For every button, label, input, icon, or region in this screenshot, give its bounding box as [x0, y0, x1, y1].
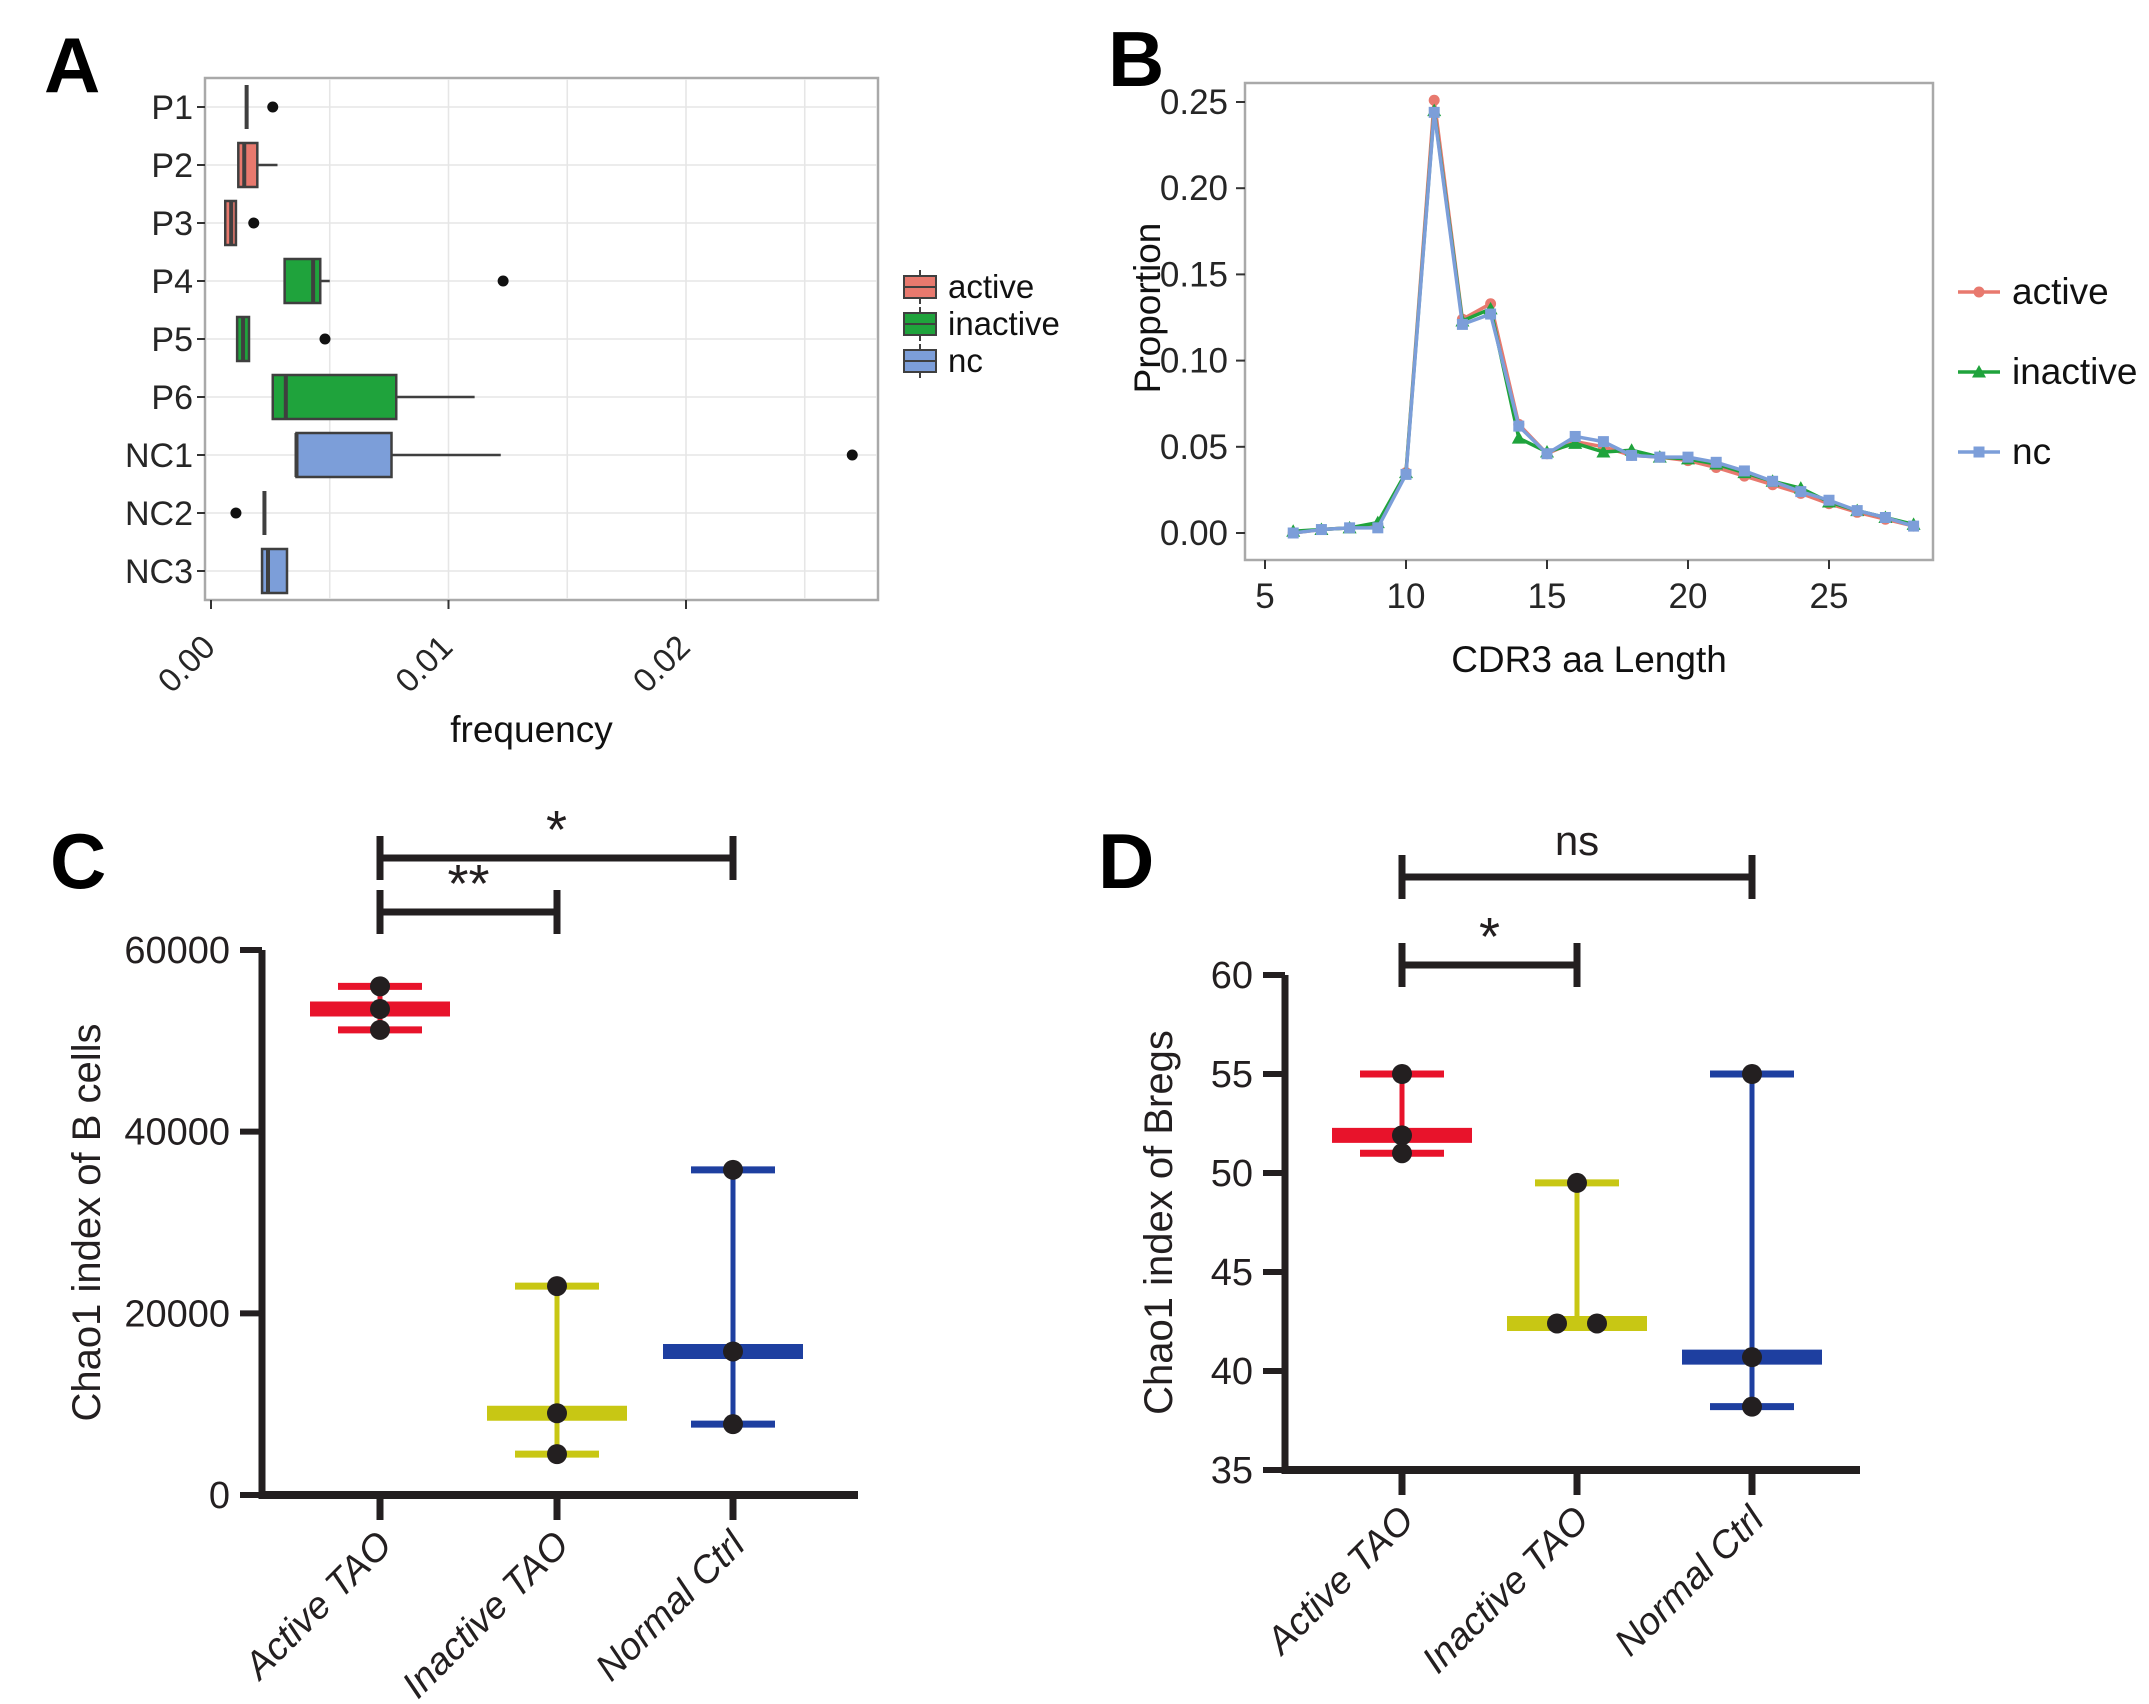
svg-text:frequency: frequency: [450, 709, 613, 750]
panel-c-scatter-chart: 0 20000 40000 60000 Chao1 index of B cells Ac…: [65, 800, 858, 1704]
svg-text:10: 10: [1387, 577, 1426, 616]
svg-text:Chao1 index of B cells: Chao1 index of B cells: [65, 1023, 109, 1421]
svg-text:Inactive TAO: Inactive TAO: [1414, 1499, 1597, 1682]
group-normal-ctrl: [663, 1159, 803, 1435]
svg-text:60000: 60000: [124, 930, 230, 972]
svg-text:55: 55: [1211, 1054, 1253, 1096]
svg-text:60: 60: [1211, 955, 1253, 997]
svg-text:0.20: 0.20: [1160, 169, 1228, 208]
panel-label-b: B: [1108, 15, 1165, 103]
svg-text:Active TAO: Active TAO: [1257, 1499, 1422, 1664]
panel-a-boxplot-chart: P1 P2 P3 P4 P5 P6 NC1 NC2 NC3 0.00 0.01 0.02 frequen…: [125, 76, 1060, 750]
svg-text:Normal Ctrl: Normal Ctrl: [1607, 1498, 1774, 1665]
svg-text:0.25: 0.25: [1160, 83, 1228, 122]
box-row-P5: [235, 315, 331, 363]
svg-text:Inactive TAO: Inactive TAO: [394, 1524, 577, 1704]
svg-text:NC2: NC2: [125, 495, 193, 533]
svg-text:Normal Ctrl: Normal Ctrl: [588, 1523, 755, 1690]
svg-text:25: 25: [1810, 577, 1849, 616]
svg-text:50: 50: [1211, 1153, 1253, 1195]
svg-text:P4: P4: [151, 263, 193, 301]
box-row-P4: [283, 257, 509, 305]
svg-text:Proportion: Proportion: [1127, 223, 1168, 394]
svg-text:15: 15: [1528, 577, 1567, 616]
legend: active inactive nc: [1958, 271, 2137, 472]
svg-text:inactive: inactive: [2012, 351, 2137, 392]
group-active-tao: [310, 976, 450, 1040]
svg-text:Active TAO: Active TAO: [235, 1524, 400, 1689]
group-inactive-tao: [487, 1276, 627, 1465]
significance-bracket-**: **: [376, 854, 561, 934]
svg-text:0.00: 0.00: [150, 628, 222, 700]
svg-text:P2: P2: [151, 147, 193, 185]
svg-text:NC1: NC1: [125, 437, 193, 475]
panel-c-plot: 0 20000 40000 60000 Chao1 index of B cells Ac…: [65, 800, 858, 1704]
box-row-NC1: [294, 431, 858, 479]
svg-text:0.15: 0.15: [1160, 255, 1228, 294]
panel-a-plot: P1 P2 P3 P4 P5 P6 NC1 NC2 NC3 0.00 0.01 0.02 frequen…: [125, 76, 1060, 750]
svg-text:20000: 20000: [124, 1293, 230, 1335]
gridlines: [206, 79, 877, 599]
svg-text:nc: nc: [948, 342, 983, 379]
box-row-NC2: [230, 491, 267, 535]
x-axis: 0.00 0.01 0.02 frequency: [150, 600, 697, 750]
series-nc: [1287, 106, 1920, 539]
svg-text:0.05: 0.05: [1160, 428, 1228, 467]
svg-text:0.02: 0.02: [625, 628, 697, 700]
svg-text:40: 40: [1211, 1351, 1253, 1393]
significance-bracket-*: *: [1398, 907, 1581, 987]
svg-text:0.00: 0.00: [1160, 514, 1228, 553]
box-row-P1: [244, 85, 279, 129]
panel-label-c: C: [50, 817, 107, 905]
svg-text:0: 0: [209, 1475, 230, 1517]
svg-text:nc: nc: [2012, 431, 2051, 472]
svg-text:*: *: [1479, 907, 1500, 967]
svg-text:ns: ns: [1555, 817, 1599, 864]
svg-text:0.10: 0.10: [1160, 342, 1228, 381]
svg-text:P6: P6: [151, 379, 193, 417]
box-row-P2: [237, 141, 278, 189]
svg-text:40000: 40000: [124, 1112, 230, 1154]
svg-text:P1: P1: [151, 89, 193, 127]
svg-text:5: 5: [1255, 577, 1274, 616]
svg-text:NC3: NC3: [125, 553, 193, 591]
panel-d-scatter-chart: 35 40 45 50 55 60 Chao1 index of Bregs Active T…: [1137, 817, 1860, 1682]
significance-bracket-*: *: [376, 800, 737, 880]
svg-text:45: 45: [1211, 1252, 1253, 1294]
group-normal-ctrl: [1682, 1064, 1822, 1417]
axes: 0.00 0.05 0.10 0.15 0.20 0.25 5 10 15 20 25 CDR3 aa…: [1127, 83, 1848, 680]
panel-label-d: D: [1098, 817, 1155, 905]
svg-text:**: **: [447, 854, 489, 914]
group-inactive-tao: [1507, 1172, 1647, 1334]
svg-text:0.01: 0.01: [388, 628, 460, 700]
svg-text:*: *: [546, 800, 567, 860]
box-row-P3: [224, 199, 260, 247]
svg-text:Chao1 index of Bregs: Chao1 index of Bregs: [1137, 1030, 1181, 1415]
svg-text:P5: P5: [151, 321, 193, 359]
significance-bracket-ns: ns: [1398, 817, 1756, 899]
svg-text:P3: P3: [151, 205, 193, 243]
panel-label-a: A: [44, 21, 101, 109]
svg-text:inactive: inactive: [948, 305, 1060, 342]
svg-text:active: active: [2012, 271, 2109, 312]
box-row-P6: [271, 373, 475, 421]
box-row-NC3: [260, 547, 289, 595]
panel-b-line-chart: 0.00 0.05 0.10 0.15 0.20 0.25 5 10 15 20 25 CDR3 aa…: [1127, 81, 2137, 680]
svg-text:35: 35: [1211, 1450, 1253, 1492]
panel-b-plot: 0.00 0.05 0.10 0.15 0.20 0.25 5 10 15 20 25 CDR3 aa…: [1127, 81, 2137, 680]
svg-text:active: active: [948, 268, 1034, 305]
panel-d-plot: 35 40 45 50 55 60 Chao1 index of Bregs Active T…: [1137, 817, 1860, 1682]
svg-text:CDR3 aa Length: CDR3 aa Length: [1451, 639, 1727, 680]
group-active-tao: [1332, 1064, 1472, 1164]
svg-text:20: 20: [1669, 577, 1708, 616]
